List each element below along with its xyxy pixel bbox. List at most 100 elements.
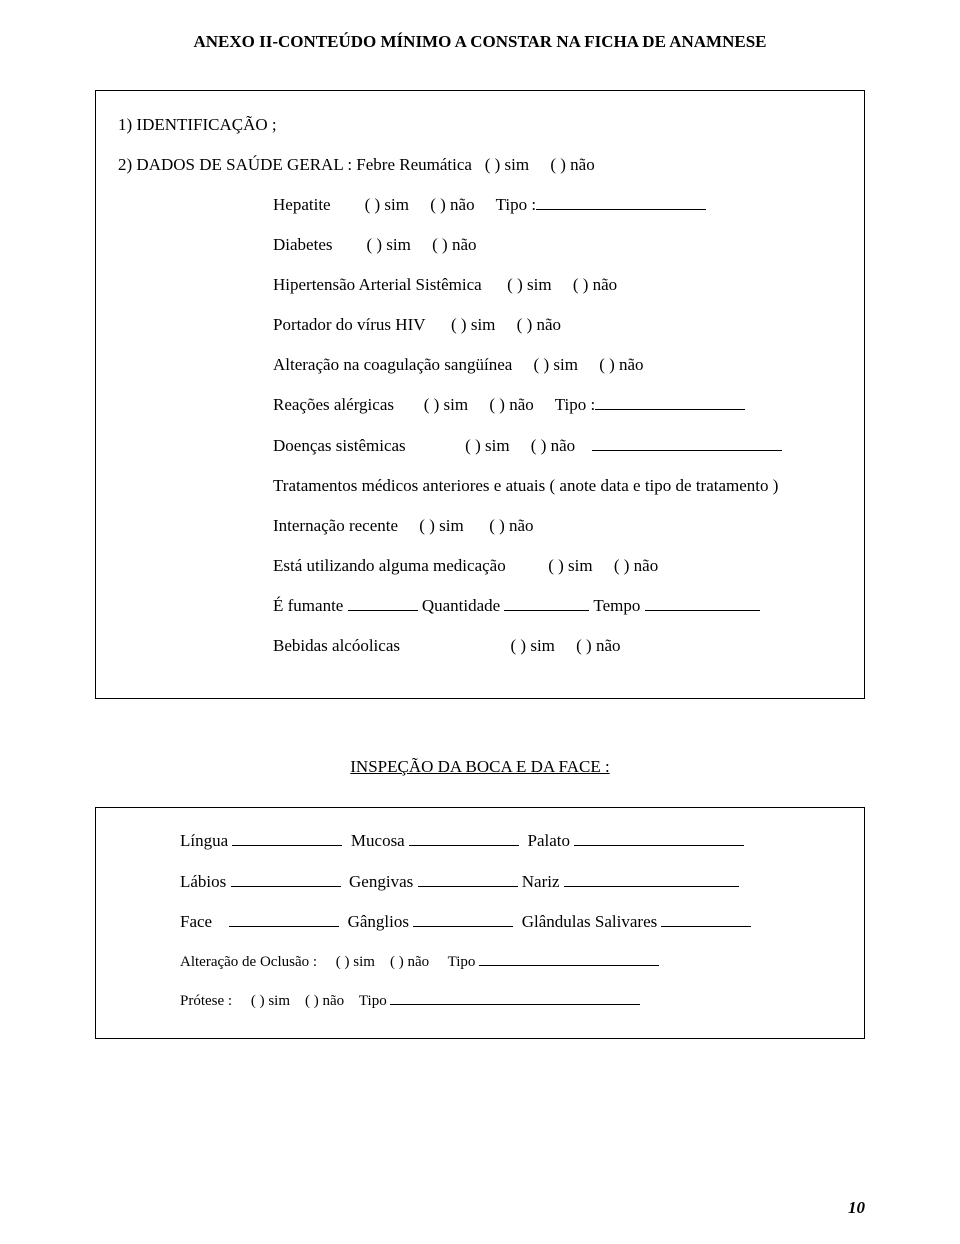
glandulas-blank[interactable]	[661, 909, 751, 927]
line-protese: Prótese : ( ) sim ( ) não Tipo	[118, 989, 842, 1012]
quantidade-label: Quantidade	[422, 596, 500, 615]
tipo-blank[interactable]	[390, 989, 640, 1005]
nao-option[interactable]: ( ) não	[599, 355, 643, 374]
medicacao-label: Está utilizando alguma medicação	[273, 556, 506, 575]
sim-option[interactable]: ( ) sim	[336, 954, 375, 970]
fumante-blank[interactable]	[348, 593, 418, 611]
tipo-blank[interactable]	[479, 950, 659, 966]
gengivas-blank[interactable]	[418, 869, 518, 887]
line-medicacao: Está utilizando alguma medicação ( ) sim…	[118, 554, 842, 578]
oclusao-label: Alteração de Oclusão :	[180, 954, 317, 970]
bebidas-label: Bebidas alcóolicas	[273, 636, 400, 655]
tempo-label: Tempo	[593, 596, 640, 615]
page-title: ANEXO II-CONTEÚDO MÍNIMO A CONSTAR NA FI…	[95, 30, 865, 54]
tipo-blank[interactable]	[536, 192, 706, 210]
line-oclusao: Alteração de Oclusão : ( ) sim ( ) não T…	[118, 950, 842, 973]
labios-blank[interactable]	[231, 869, 341, 887]
sim-option[interactable]: ( ) sim	[365, 195, 409, 214]
line-alergicas: Reações alérgicas ( ) sim ( ) não Tipo :	[118, 392, 842, 417]
tipo-label: Tipo :	[496, 195, 536, 214]
internacao-label: Internação recente	[273, 516, 398, 535]
page-container: ANEXO II-CONTEÚDO MÍNIMO A CONSTAR NA FI…	[0, 0, 960, 1244]
section-inspecao-box: Língua Mucosa Palato Lábios Gengivas Nar…	[95, 807, 865, 1039]
line-face: Face Gânglios Glândulas Salivares	[118, 909, 842, 934]
dados-label: 2) DADOS DE SAÚDE GERAL : Febre Reumátic…	[118, 155, 472, 174]
tipo-label: Tipo :	[555, 395, 595, 414]
line-dados-saude: 2) DADOS DE SAÚDE GERAL : Febre Reumátic…	[118, 153, 842, 177]
sim-option[interactable]: ( ) sim	[465, 436, 509, 455]
page-number: 10	[848, 1196, 865, 1220]
mucosa-label: Mucosa	[351, 831, 405, 850]
sim-option[interactable]: ( ) sim	[424, 395, 468, 414]
tipo-label: Tipo	[448, 954, 476, 970]
face-blank[interactable]	[229, 909, 339, 927]
line-hipertensao: Hipertensão Arterial Sistêmica ( ) sim (…	[118, 273, 842, 297]
quantidade-blank[interactable]	[504, 593, 589, 611]
sim-option[interactable]: ( ) sim	[511, 636, 555, 655]
line-bebidas: Bebidas alcóolicas ( ) sim ( ) não	[118, 634, 842, 658]
tratamentos-text: Tratamentos médicos anteriores e atuais …	[273, 476, 778, 495]
line-identificacao: 1) IDENTIFICAÇÃO ;	[118, 113, 842, 137]
protese-label: Prótese :	[180, 993, 232, 1009]
nao-option[interactable]: ( ) não	[614, 556, 658, 575]
sim-option[interactable]: ( ) sim	[534, 355, 578, 374]
nao-option[interactable]: ( ) não	[305, 993, 344, 1009]
nao-option[interactable]: ( ) não	[550, 155, 594, 174]
glandulas-label: Glândulas Salivares	[522, 912, 658, 931]
nariz-label: Nariz	[522, 872, 560, 891]
ident-label: 1) IDENTIFICAÇÃO ;	[118, 115, 277, 134]
doencas-label: Doenças sistêmicas	[273, 436, 406, 455]
sim-option[interactable]: ( ) sim	[451, 315, 495, 334]
nao-option[interactable]: ( ) não	[390, 954, 429, 970]
palato-blank[interactable]	[574, 828, 744, 846]
sim-option[interactable]: ( ) sim	[419, 516, 463, 535]
face-label: Face	[180, 912, 212, 931]
nao-option[interactable]: ( ) não	[489, 516, 533, 535]
nao-option[interactable]: ( ) não	[432, 235, 476, 254]
mucosa-blank[interactable]	[409, 828, 519, 846]
ganglios-blank[interactable]	[413, 909, 513, 927]
line-diabetes: Diabetes ( ) sim ( ) não	[118, 233, 842, 257]
fumante-label: É fumante	[273, 596, 343, 615]
line-fumante: É fumante Quantidade Tempo	[118, 593, 842, 618]
doencas-blank[interactable]	[592, 433, 782, 451]
line-hepatite: Hepatite ( ) sim ( ) não Tipo :	[118, 192, 842, 217]
diabetes-label: Diabetes	[273, 235, 332, 254]
nao-option[interactable]: ( ) não	[517, 315, 561, 334]
line-internacao: Internação recente ( ) sim ( ) não	[118, 514, 842, 538]
line-coagulacao: Alteração na coagulação sangüínea ( ) si…	[118, 353, 842, 377]
sim-option[interactable]: ( ) sim	[548, 556, 592, 575]
line-lingua: Língua Mucosa Palato	[118, 828, 842, 853]
hipertensao-label: Hipertensão Arterial Sistêmica	[273, 275, 482, 294]
lingua-blank[interactable]	[232, 828, 342, 846]
line-doencas: Doenças sistêmicas ( ) sim ( ) não	[118, 433, 842, 458]
palato-label: Palato	[527, 831, 570, 850]
sim-option[interactable]: ( ) sim	[485, 155, 529, 174]
nao-option[interactable]: ( ) não	[531, 436, 575, 455]
section-anamnese-box: 1) IDENTIFICAÇÃO ; 2) DADOS DE SAÚDE GER…	[95, 90, 865, 699]
nao-option[interactable]: ( ) não	[576, 636, 620, 655]
ganglios-label: Gânglios	[348, 912, 409, 931]
gengivas-label: Gengivas	[349, 872, 413, 891]
tempo-blank[interactable]	[645, 593, 760, 611]
section-inspecao-heading: INSPEÇÃO DA BOCA E DA FACE :	[95, 755, 865, 779]
sim-option[interactable]: ( ) sim	[507, 275, 551, 294]
nao-option[interactable]: ( ) não	[573, 275, 617, 294]
tipo-label: Tipo	[359, 993, 387, 1009]
sim-option[interactable]: ( ) sim	[366, 235, 410, 254]
coag-label: Alteração na coagulação sangüínea	[273, 355, 512, 374]
hiv-label: Portador do vírus HIV	[273, 315, 426, 334]
inspecao-heading-text: INSPEÇÃO DA BOCA E DA FACE :	[350, 757, 609, 776]
labios-label: Lábios	[180, 872, 226, 891]
hepatite-label: Hepatite	[273, 195, 331, 214]
lingua-label: Língua	[180, 831, 228, 850]
tipo-blank[interactable]	[595, 392, 745, 410]
sim-option[interactable]: ( ) sim	[251, 993, 290, 1009]
line-tratamentos: Tratamentos médicos anteriores e atuais …	[118, 474, 842, 498]
line-labios: Lábios Gengivas Nariz	[118, 869, 842, 894]
alergicas-label: Reações alérgicas	[273, 395, 394, 414]
line-hiv: Portador do vírus HIV ( ) sim ( ) não	[118, 313, 842, 337]
nao-option[interactable]: ( ) não	[489, 395, 533, 414]
nao-option[interactable]: ( ) não	[430, 195, 474, 214]
nariz-blank[interactable]	[564, 869, 739, 887]
